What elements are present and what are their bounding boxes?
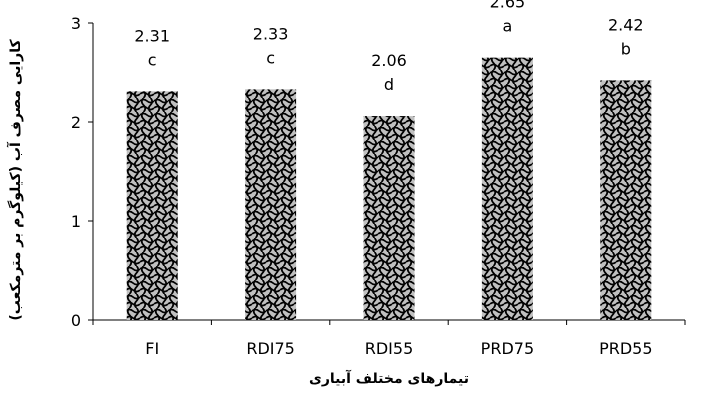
data-label: 2.06 xyxy=(371,51,407,70)
data-labels: FI 2.31 c RDI75 2.33 c RDI55 2.06 d PRD75 2.65 a PRD… xyxy=(134,0,652,358)
data-label: 2.31 xyxy=(134,26,170,45)
category-label: PRD75 xyxy=(481,339,534,358)
bar xyxy=(363,116,415,320)
bar xyxy=(245,89,297,320)
category-label: FI xyxy=(145,339,159,358)
group-letter-label: c xyxy=(266,48,275,67)
y-axis-title: کارایی مصرف آب (کیلوگرم بر مترمکعب) xyxy=(6,39,24,321)
y-ticks: 0 1 2 3 xyxy=(71,14,93,330)
group-letter-label: c xyxy=(148,50,157,69)
group-letter-label: b xyxy=(621,39,631,58)
data-label: 2.33 xyxy=(253,24,289,43)
x-ticks xyxy=(92,320,686,325)
y-tick-label: 2 xyxy=(71,113,81,132)
data-label: 2.65 xyxy=(490,0,526,12)
bar xyxy=(126,91,178,320)
category-label: PRD55 xyxy=(599,339,652,358)
y-tick-label: 3 xyxy=(71,14,81,33)
y-tick-label: 0 xyxy=(71,311,81,330)
group-letter-label: a xyxy=(502,17,512,36)
group-letter-label: d xyxy=(384,75,394,94)
bar xyxy=(481,57,533,321)
y-tick-label: 1 xyxy=(71,212,81,231)
bars xyxy=(126,57,652,321)
category-label: RDI75 xyxy=(246,339,295,358)
data-label: 2.42 xyxy=(608,15,644,34)
bar xyxy=(600,80,652,320)
x-axis-title: تیمارهای مختلف آبیاری xyxy=(309,369,469,387)
category-label: RDI55 xyxy=(365,339,414,358)
